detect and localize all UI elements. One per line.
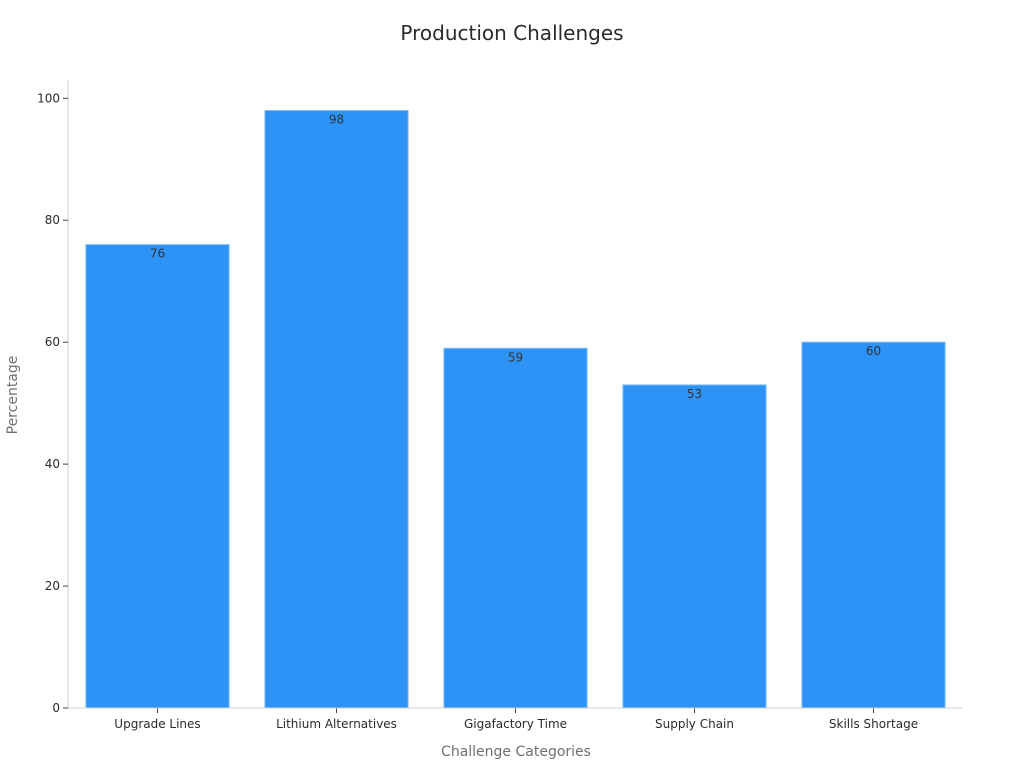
y-tick-label-4: 80	[45, 213, 60, 227]
y-axis-title: Percentage	[5, 356, 21, 435]
data-label-3: 53	[687, 387, 702, 401]
x-tick-label-0: Upgrade Lines	[114, 717, 200, 731]
bar-1	[264, 110, 409, 709]
bar-4	[801, 341, 946, 709]
x-tick-label-4: Skills Shortage	[829, 717, 918, 731]
y-tick-label-5: 100	[37, 91, 60, 105]
chart-title: Production Challenges	[400, 21, 623, 45]
x-tick-label-1: Lithium Alternatives	[276, 717, 397, 731]
axes-layer	[63, 80, 963, 713]
y-tick-label-0: 0	[52, 701, 60, 715]
bar-0	[85, 244, 230, 709]
y-tick-label-2: 40	[45, 457, 60, 471]
data-label-4: 60	[866, 344, 881, 358]
y-tick-label-1: 20	[45, 579, 60, 593]
bars-layer	[85, 110, 946, 709]
y-tick-label-3: 60	[45, 335, 60, 349]
bar-3	[622, 384, 767, 709]
data-label-0: 76	[150, 247, 165, 261]
x-axis-title: Challenge Categories	[441, 744, 591, 760]
x-tick-label-3: Supply Chain	[655, 717, 734, 731]
labels-layer: 76 Upgrade Lines 98 Lithium Alternatives 59 G…	[37, 91, 918, 731]
x-tick-label-2: Gigafactory Time	[464, 717, 567, 731]
bar-2	[443, 347, 588, 709]
data-label-1: 98	[329, 113, 344, 127]
data-label-2: 59	[508, 350, 523, 364]
